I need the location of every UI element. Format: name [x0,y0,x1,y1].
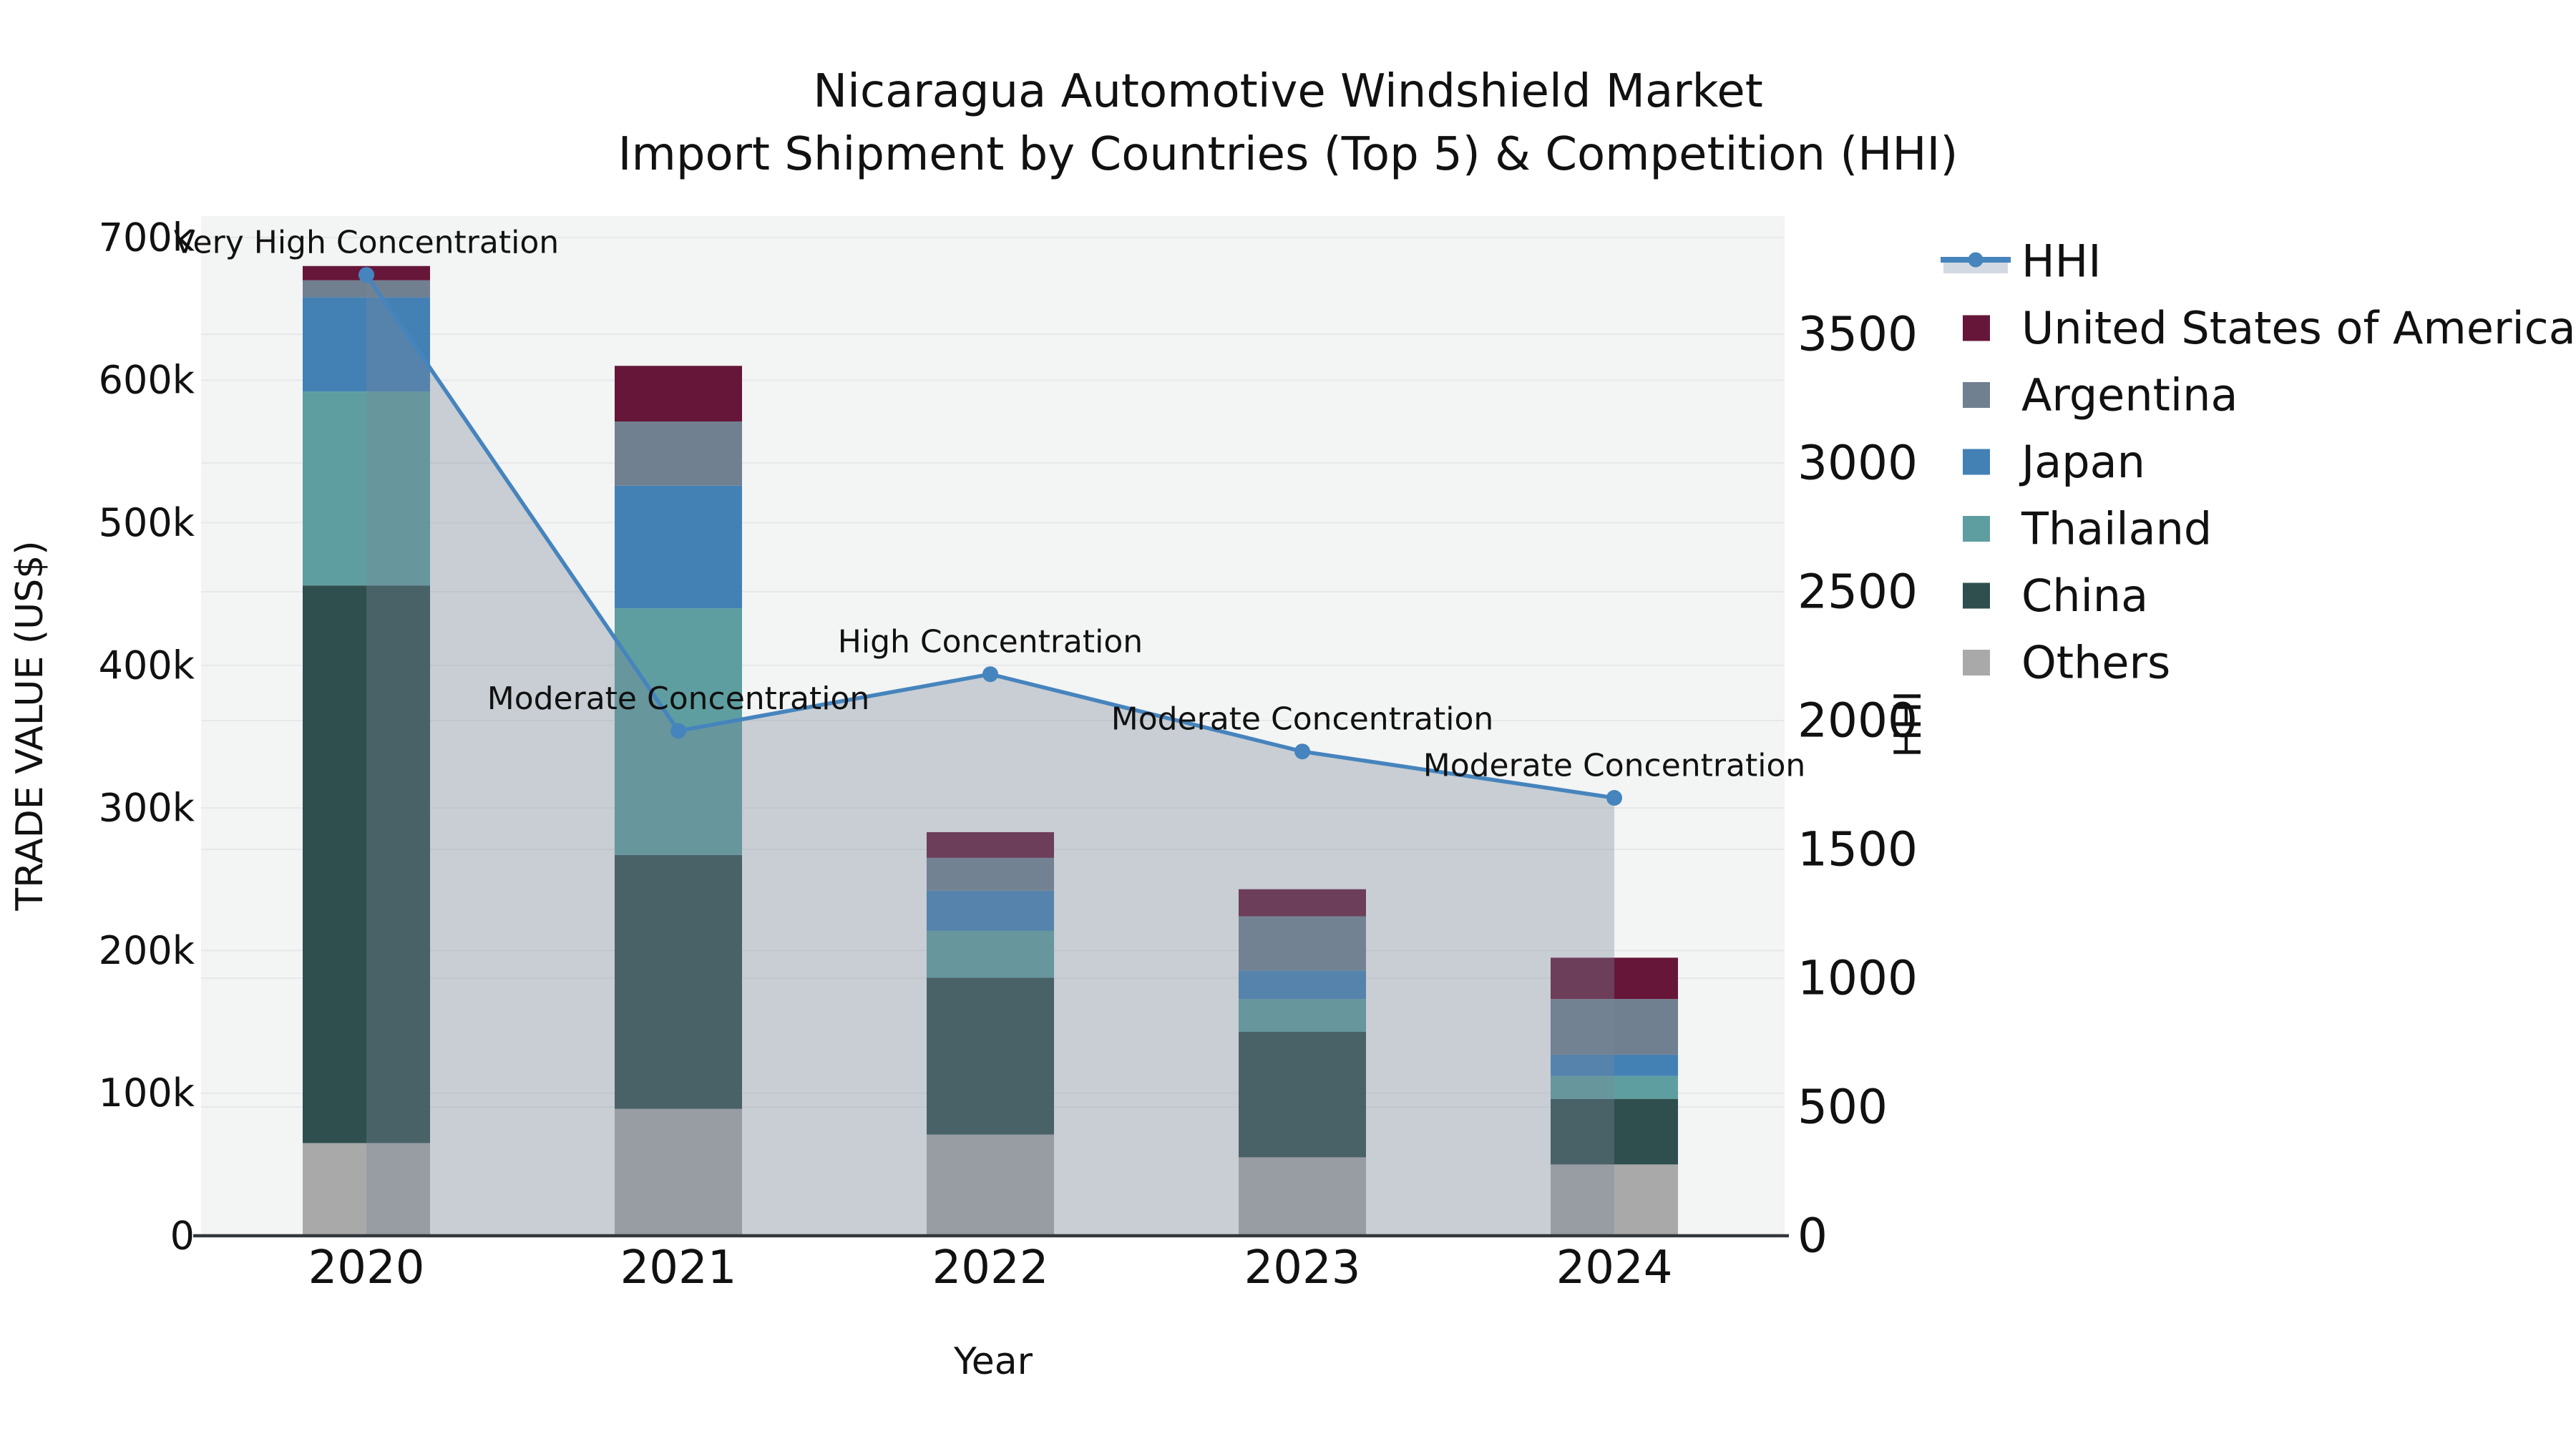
bar-segment-2021-usa [615,366,742,421]
bar-segment-2023-china [1239,1032,1366,1158]
bar-segment-2022-others [927,1134,1054,1236]
bar-segment-2022-usa [927,831,1054,858]
right-tick-3000: 3000 [1797,436,1918,491]
bar-segment-2024-japan [1551,1054,1678,1076]
bar-segment-2021-others [615,1108,742,1236]
legend-item-japan: Japan [1963,436,2145,488]
bar-segment-2024-argentina [1551,999,1678,1055]
left-tick-700k: 700k [99,215,195,260]
legend-label-china: China [2021,570,2148,622]
legend-swatch-china [1963,582,1990,609]
legend-item-china: China [1963,570,2148,622]
hhi-marker-2022 [982,666,998,683]
right-axis-ticks: 0 500 1000 1500 2000 2500 3000 3500 [1797,307,1918,1264]
legend-swatch-japan [1963,449,1990,475]
bar-segment-2022-japan [927,890,1054,931]
bar-segment-2020-china [303,585,430,1143]
legend-item-hhi: HHI [1941,235,2102,288]
y-axis-label-left: TRADE VALUE (US$) [9,540,52,911]
annotation-2023: Moderate Concentration [1111,701,1494,738]
right-tick-1000: 1000 [1797,951,1918,1006]
left-tick-400k: 400k [99,643,195,688]
left-tick-0: 0 [170,1214,195,1259]
x-tick-2022: 2022 [932,1241,1049,1294]
legend-hhi-marker-icon [1968,252,1984,268]
legend-swatch-thailand [1963,516,1990,542]
bar-segment-2023-thailand [1239,999,1366,1033]
hhi-marker-2021 [670,723,686,739]
legend-swatch-argentina [1963,382,1990,408]
left-tick-500k: 500k [99,500,195,545]
y-axis-label-right: HHI [1887,691,1930,758]
legend-label-usa: United States of America [2021,302,2576,354]
bar-segment-2020-japan [303,297,430,392]
legend-item-others: Others [1963,637,2170,689]
left-tick-100k: 100k [99,1070,195,1116]
bar-segment-2023-japan [1239,970,1366,1000]
right-tick-2500: 2500 [1797,565,1918,620]
legend-label-japan: Japan [2019,436,2145,488]
annotations-layer: Very High Concentration Moderate Concentr… [174,225,1805,784]
left-tick-200k: 200k [99,928,195,973]
legend-item-argentina: Argentina [1963,369,2238,421]
left-tick-300k: 300k [99,786,195,831]
x-tick-2023: 2023 [1244,1241,1361,1294]
hhi-area-fill [366,275,1614,1236]
bar-segment-2024-thailand [1551,1075,1678,1099]
bar-segment-2022-argentina [927,857,1054,891]
legend-swatch-usa [1963,315,1990,341]
bar-segment-2021-china [615,854,742,1109]
bar-segment-2021-argentina [615,421,742,486]
bars-layer [303,265,1678,1236]
x-axis-ticks: 2020 2021 2022 2023 2024 [308,1241,1673,1294]
right-tick-0: 0 [1797,1209,1828,1264]
legend-label-hhi: HHI [2021,235,2102,288]
bar-segment-2021-japan [615,485,742,609]
annotation-2022: High Concentration [838,624,1143,660]
left-axis-ticks: 0 100k 200k 300k 400k 500k 600k 700k [99,215,195,1258]
legend-item-thailand: Thailand [1963,503,2212,555]
bar-segment-2022-china [927,977,1054,1135]
x-tick-2021: 2021 [620,1241,737,1294]
right-tick-3500: 3500 [1797,307,1918,362]
x-tick-2024: 2024 [1556,1241,1673,1294]
bar-segment-2023-argentina [1239,916,1366,971]
hhi-line-layer [358,267,1622,806]
legend-swatch-others [1963,650,1990,675]
right-tick-1500: 1500 [1797,822,1918,877]
legend-label-thailand: Thailand [2021,503,2212,555]
hhi-marker-2024 [1606,790,1622,806]
right-tick-2000: 2000 [1797,693,1918,748]
chart-title-line2: Import Shipment by Countries (Top 5) & C… [618,128,1958,181]
hhi-marker-2020 [358,267,374,283]
x-tick-2020: 2020 [308,1241,425,1294]
bar-segment-2022-thailand [927,930,1054,978]
hhi-marker-2023 [1294,743,1310,760]
right-tick-500: 500 [1797,1080,1888,1135]
legend-label-argentina: Argentina [2021,369,2238,421]
hhi-area-layer [366,275,1614,1236]
legend: HHI United States of America Argentina Japa… [1941,235,2576,689]
bar-segment-2024-china [1551,1098,1678,1165]
annotation-2024: Moderate Concentration [1423,748,1806,784]
bar-segment-2020-argentina [303,280,430,298]
bar-segment-2024-others [1551,1164,1678,1236]
annotation-2020: Very High Concentration [174,225,559,261]
bar-segment-2024-usa [1551,957,1678,1000]
bar-segment-2023-usa [1239,889,1366,917]
bar-segment-2023-others [1239,1157,1366,1236]
legend-item-usa: United States of America [1963,302,2576,354]
x-axis-label: Year [953,1340,1033,1383]
bar-segment-2020-others [303,1143,430,1236]
legend-label-others: Others [2021,637,2170,689]
chart-title-line1: Nicaragua Automotive Windshield Market [813,65,1763,118]
bar-segment-2020-thailand [303,391,430,586]
annotation-2021: Moderate Concentration [487,680,870,717]
left-tick-600k: 600k [99,358,195,403]
